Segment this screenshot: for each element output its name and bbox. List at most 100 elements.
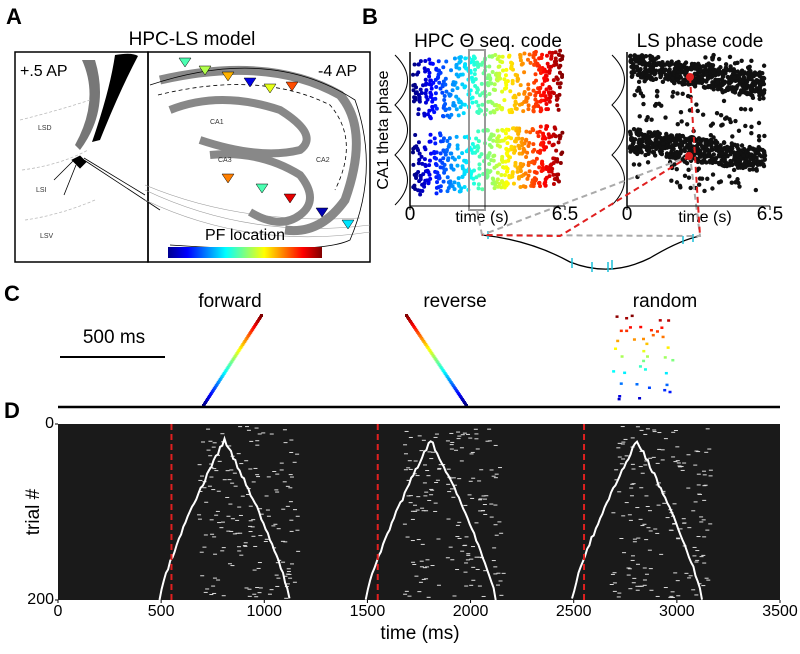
seq-spike	[251, 327, 255, 331]
seq-spike	[431, 353, 435, 357]
spike-dot	[421, 83, 426, 88]
raster-spike	[673, 430, 678, 432]
raster-spike	[631, 582, 636, 584]
seq-spike	[422, 339, 426, 343]
raster-spike	[468, 480, 473, 482]
raster-spike	[646, 527, 651, 529]
spike-dot	[735, 165, 741, 170]
spike-dot	[650, 77, 656, 83]
raster-spike	[217, 460, 222, 462]
spike-dot	[413, 132, 418, 137]
raster-spike	[686, 487, 691, 489]
spike-dot	[730, 146, 735, 151]
seq-spike	[236, 350, 240, 354]
spike-dot	[441, 136, 446, 141]
raster-spike	[663, 587, 668, 589]
raster-spike	[493, 524, 498, 526]
raster-spike	[229, 530, 234, 532]
raster-spike	[628, 519, 633, 521]
spike-dot	[542, 181, 547, 186]
region-label: CA2	[316, 157, 330, 164]
dg-layer	[168, 96, 311, 158]
spike-dot	[418, 87, 423, 92]
raster-spike	[220, 550, 225, 552]
spike-dot	[526, 103, 531, 108]
spike-dot	[556, 107, 561, 112]
spike-dot	[447, 93, 452, 98]
spike-dot	[644, 72, 649, 77]
spike-dot	[487, 54, 492, 59]
raster-spike	[489, 469, 494, 471]
raster-spike	[408, 468, 413, 470]
seq-spike	[406, 315, 410, 319]
raster-spike	[211, 489, 216, 491]
seq-spike	[460, 397, 464, 401]
spike-dot	[665, 73, 670, 79]
raster-spike	[614, 469, 619, 471]
raster-spike	[478, 498, 483, 500]
place-cell	[221, 71, 235, 82]
raster-spike	[491, 475, 496, 477]
raster-spike	[457, 537, 462, 539]
raster-spike	[640, 525, 645, 527]
spike-dot	[748, 87, 753, 92]
seq-spike	[424, 342, 428, 346]
spike-dot	[532, 62, 537, 67]
spike-dot	[654, 93, 660, 99]
spike-dot	[450, 82, 455, 87]
raster-spike	[450, 559, 455, 561]
raster-spike	[289, 519, 294, 521]
raster-spike	[639, 429, 644, 431]
seq-spike	[412, 324, 416, 328]
spike-dot	[709, 62, 714, 68]
x-tick-label: 2500	[556, 603, 592, 620]
spike-dot	[741, 87, 746, 93]
spike-dot	[673, 152, 679, 158]
spike-dot	[506, 148, 511, 153]
spike-dot	[472, 62, 477, 67]
spike-dot	[511, 181, 516, 186]
spike-dot	[711, 70, 717, 76]
spike-dot	[710, 74, 715, 79]
spike-dot	[544, 107, 549, 112]
spike-dot	[747, 64, 752, 69]
spike-dot	[519, 174, 524, 179]
seq-spike	[463, 402, 467, 406]
spike-dot	[748, 107, 754, 112]
spike-dot	[476, 186, 481, 191]
spike-dot	[458, 99, 463, 104]
raster-spike	[678, 528, 683, 530]
spike-dot	[544, 97, 549, 102]
spike-dot	[521, 109, 526, 114]
spike-dot	[455, 146, 460, 151]
spike-dot	[756, 159, 761, 164]
seq-spike	[220, 375, 224, 379]
spike-dot	[507, 53, 512, 58]
raster-spike	[256, 567, 261, 569]
region-label: CA3	[218, 157, 232, 164]
raster-spike	[656, 482, 661, 484]
raster-spike	[197, 464, 202, 466]
spike-dot	[550, 143, 555, 148]
spike-dot	[558, 160, 563, 165]
seq-spike	[250, 329, 254, 333]
spike-dot	[476, 139, 481, 144]
raster-spike	[491, 560, 496, 562]
spike-dot	[423, 147, 428, 152]
raster-spike	[413, 504, 418, 506]
seq-spike	[241, 342, 245, 346]
spike-dot	[525, 176, 530, 181]
region-label: CA1	[210, 119, 224, 126]
seq-spike	[438, 364, 442, 368]
raster-spike	[422, 567, 427, 569]
raster-spike	[471, 566, 476, 568]
raster-spike	[463, 544, 468, 546]
spike-dot	[722, 81, 727, 86]
spike-dot	[473, 77, 478, 82]
raster-spike	[629, 487, 634, 489]
raster-spike	[410, 510, 415, 512]
seq-spike	[649, 328, 653, 332]
spike-dot	[455, 86, 460, 91]
seq-spike	[632, 338, 636, 341]
spike-dot	[504, 67, 509, 72]
